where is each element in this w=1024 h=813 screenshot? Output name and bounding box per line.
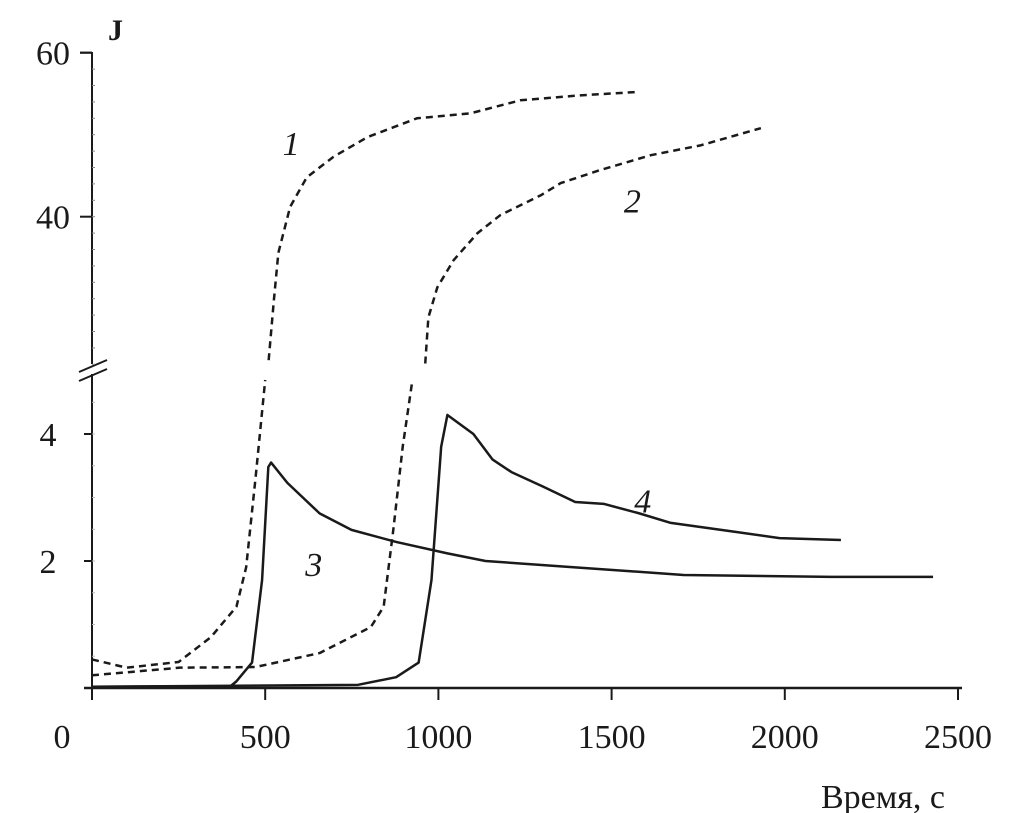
labels: 0 500 1000 1500 2000 2500 2 4 40 60 1 2 3 4 <box>36 36 992 756</box>
series-3-line-lower <box>91 461 934 688</box>
x-tick-label: 500 <box>240 719 291 756</box>
y-tick-label: 60 <box>36 36 70 73</box>
y-tick-label: 4 <box>40 417 57 454</box>
x-tick-label: 0 <box>54 719 71 756</box>
x-axis-label: Время, с <box>821 779 945 813</box>
series-1-line-upper <box>267 90 636 361</box>
y-tick-label: 2 <box>40 544 57 581</box>
y-tick-label: 40 <box>36 200 70 237</box>
series-label-3: 3 <box>304 547 322 584</box>
x-tick-label: 1500 <box>578 719 646 756</box>
series-2-line-lower <box>91 379 414 677</box>
axes <box>78 51 962 700</box>
series-4-line-lower <box>91 413 841 688</box>
series-label-2: 2 <box>624 183 641 220</box>
series-label-4: 4 <box>634 484 651 521</box>
axis-break-mark <box>78 368 108 382</box>
x-tick-label: 1000 <box>404 719 472 756</box>
y-axis-label: J <box>108 14 123 47</box>
x-tick-label: 2000 <box>751 719 819 756</box>
series-label-1: 1 <box>283 126 300 163</box>
x-tick-label: 2500 <box>924 719 992 756</box>
axis-break-mark <box>78 359 108 373</box>
series-lines <box>91 90 934 688</box>
series-2-line-upper <box>423 126 762 364</box>
series-1-line-lower <box>91 379 267 669</box>
